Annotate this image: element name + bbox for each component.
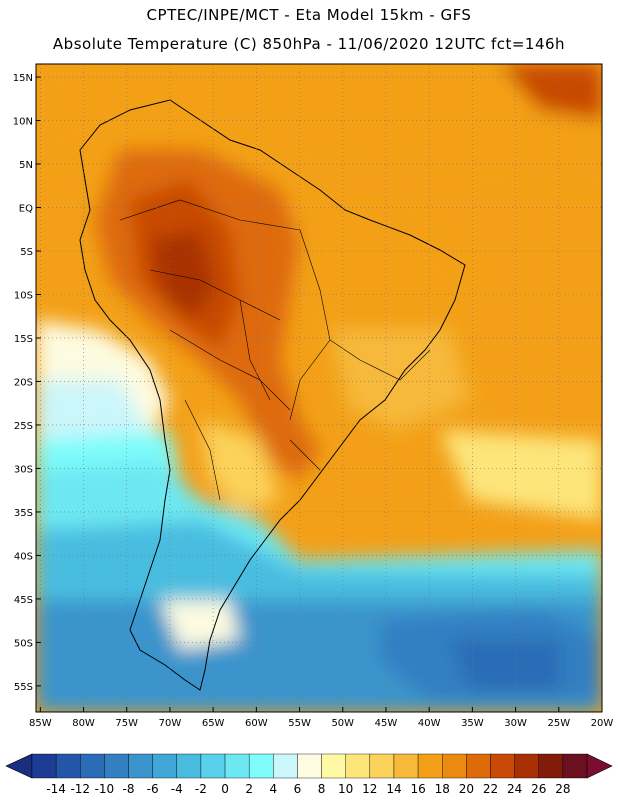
colorbar-swatch (345, 753, 371, 779)
latitude-label: 10S (14, 290, 33, 301)
map-title: CPTEC/INPE/MCT - Eta Model 15km - GFS (146, 6, 472, 24)
colorbar-label: 16 (410, 782, 425, 796)
colorbar: -14 -12 -10 -8 -6 -4 -2 0 2 4 6 8 10 12 14 16 18 20 22 24 26… (5, 753, 613, 796)
latitude-label: 15S (14, 334, 33, 345)
latitude-label: 20S (14, 377, 33, 388)
colorbar-swatch (442, 753, 467, 779)
colorbar-label: -2 (195, 782, 207, 796)
colorbar-label: 20 (459, 782, 474, 796)
coastline-outline (79, 99, 466, 691)
latitude-labels: 15N 10N 5N EQ 5S 10S 15S 20S 25S 30S 35S 40S 45S 50S 5… (13, 73, 33, 693)
colorbar-label: 8 (318, 782, 326, 796)
colorbar-label: 18 (435, 782, 450, 796)
colorbar-low-arrow (5, 753, 33, 779)
colorbar-label: 4 (269, 782, 277, 796)
colorbar-label: 14 (386, 782, 401, 796)
longitude-label: 70W (159, 718, 182, 729)
colorbar-label: -10 (95, 782, 115, 796)
south-america-coastline (79, 99, 466, 691)
colorbar-swatch (273, 753, 298, 779)
colorbar-swatch (297, 753, 322, 779)
graticule (36, 64, 603, 712)
colorbar-swatch (152, 753, 177, 779)
latitude-label: 5S (20, 247, 33, 258)
latitude-label: 35S (14, 508, 33, 519)
latitude-label: EQ (19, 204, 33, 215)
colorbar-label: -14 (46, 782, 66, 796)
colorbar-swatch (224, 753, 250, 779)
colorbar-label: 22 (483, 782, 498, 796)
longitude-label: 85W (29, 718, 52, 729)
longitude-label: 80W (72, 718, 95, 729)
temperature-field (36, 64, 602, 712)
latitude-label: 50S (14, 638, 33, 649)
colorbar-swatch (393, 753, 419, 779)
colorbar-swatch (128, 753, 153, 779)
longitude-label: 45W (375, 718, 398, 729)
colorbar-swatch (562, 753, 588, 779)
colorbar-swatch (466, 753, 491, 779)
colorbar-label: 2 (245, 782, 253, 796)
colorbar-swatch (369, 753, 395, 779)
colorbar-label: -4 (171, 782, 183, 796)
latitude-label: 5N (19, 160, 33, 171)
longitude-label: 35W (461, 718, 484, 729)
longitude-labels: 85W 80W 75W 70W 65W 60W 55W 50W 45W 40W 35W 30W 25W 2… (29, 718, 613, 729)
colorbar-label: 10 (338, 782, 353, 796)
colorbar-swatch (176, 753, 202, 779)
longitude-label: 50W (331, 718, 354, 729)
colorbar-label: 0 (221, 782, 229, 796)
colorbar-label: 26 (531, 782, 546, 796)
latitude-label: 15N (13, 73, 33, 84)
colorbar-high-arrow (586, 753, 613, 779)
longitude-label: 75W (115, 718, 138, 729)
colorbar-swatch (200, 753, 226, 779)
longitude-label: 65W (202, 718, 225, 729)
latitude-label: 40S (14, 551, 33, 562)
map-subtitle: Absolute Temperature (C) 850hPa - 11/06/… (52, 35, 566, 53)
colorbar-swatch (104, 753, 129, 779)
colorbar-label: 24 (507, 782, 522, 796)
longitude-label: 20W (591, 718, 614, 729)
longitude-label: 25W (547, 718, 570, 729)
longitude-label: 40W (418, 718, 441, 729)
longitude-label: 55W (288, 718, 311, 729)
latitude-label: 45S (14, 595, 33, 606)
colorbar-swatch (321, 753, 346, 779)
latitude-label: 30S (14, 464, 33, 475)
colorbar-label: -8 (123, 782, 135, 796)
colorbar-label: -12 (70, 782, 90, 796)
latitude-label: 25S (14, 421, 33, 432)
colorbar-swatch (80, 753, 105, 779)
colorbar-label: -6 (147, 782, 159, 796)
colorbar-swatch (55, 753, 81, 779)
colorbar-swatch (248, 753, 274, 779)
colorbar-swatch (417, 753, 443, 779)
colorbar-swatch (538, 753, 564, 779)
country-borders (119, 199, 431, 501)
colorbar-swatch (31, 753, 57, 779)
colorbar-label: 12 (362, 782, 377, 796)
colorbar-label: 6 (294, 782, 302, 796)
colorbar-label: 28 (555, 782, 570, 796)
longitude-label: 30W (504, 718, 527, 729)
colorbar-swatch (514, 753, 539, 779)
colorbar-swatch (490, 753, 515, 779)
longitude-label: 60W (245, 718, 268, 729)
map-frame (35, 63, 603, 713)
latitude-label: 10N (13, 117, 33, 128)
latitude-label: 55S (14, 682, 33, 693)
